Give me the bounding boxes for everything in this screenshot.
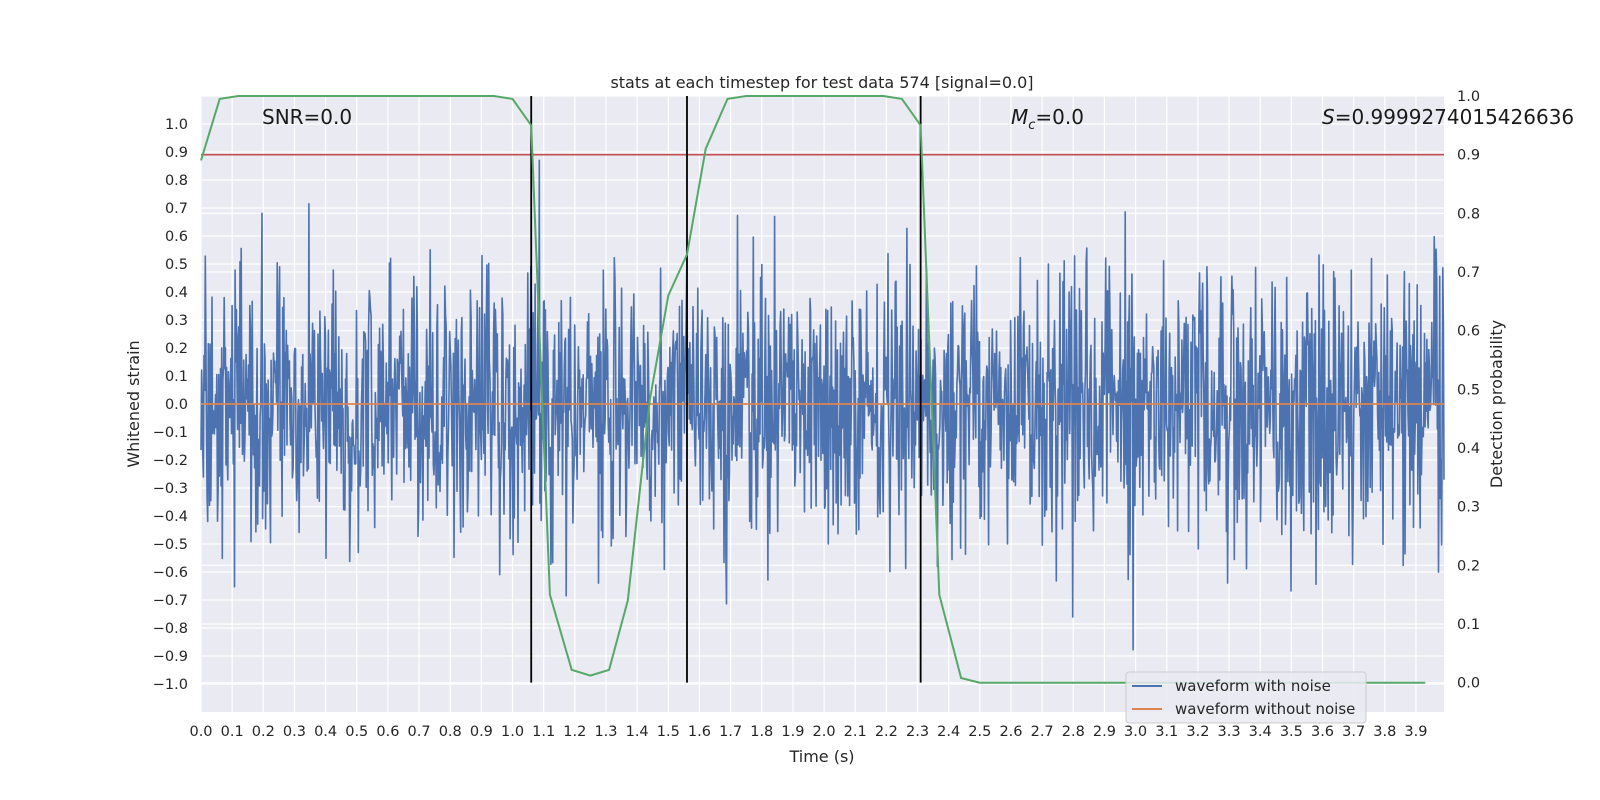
y-tick-label: −0.6 [153,565,188,581]
snr-annotation: SNR=0.0 [262,105,352,129]
y-tick-label: −0.8 [153,621,188,637]
x-tick-label: 2.8 [1062,724,1085,740]
y-tick-label: 0.0 [165,397,188,413]
y2-tick-label: 1.0 [1457,89,1480,105]
y-grid [201,123,1444,685]
x-tick-label: 1.4 [626,724,649,740]
x-tick-label: 1.6 [688,724,711,740]
legend-label-noisy: waveform with noise [1175,677,1331,695]
y-tick-label: −1.0 [153,677,188,693]
y-tick-label: 0.3 [165,313,188,329]
x-tick-label: 0.5 [345,724,368,740]
y-axis-label: Whitened strain [124,340,143,467]
y2-axis-label: Detection probability [1487,320,1506,488]
s-symbol: S [1322,105,1335,129]
y-tick-label: −0.1 [153,425,188,441]
x-tick-label: 3.2 [1186,724,1209,740]
x-axis-label: Time (s) [788,747,854,766]
noisy-waveform-series [200,159,1445,651]
y2-tick-label: 0.5 [1457,382,1480,398]
y2-tick-label: 0.6 [1457,324,1480,340]
x-tick-label: 3.3 [1218,724,1241,740]
y2-tick-label: 0.2 [1457,558,1480,574]
x-tick-label: 1.5 [657,724,680,740]
x-tick-label: 2.9 [1093,724,1116,740]
x-tick-label: 0.3 [283,724,306,740]
legend: waveform with noise waveform without noi… [1125,671,1367,724]
x-tick-label: 0.2 [252,724,275,740]
y-tick-label: −0.5 [153,537,188,553]
y-tick-label: 0.6 [165,229,188,245]
x-tick-label: 0.6 [376,724,399,740]
x-tick-label: 0.9 [470,724,493,740]
y2-tick-label: 0.7 [1457,265,1480,281]
y2-axis-ticks: 1.0 0.9 0.8 0.7 0.6 0.5 0.4 0.3 0.2 0.1 0.0 [1457,89,1480,692]
y2-tick-label: 0.8 [1457,206,1480,222]
y2-tick-label: 0.0 [1457,676,1480,692]
legend-label-clean: waveform without noise [1175,700,1355,718]
x-tick-label: 3.6 [1311,724,1334,740]
y-tick-label: −0.4 [153,509,188,525]
y-tick-label: −0.9 [153,649,188,665]
waveform-with-noise-line [200,159,1445,651]
x-tick-label: 1.8 [750,724,773,740]
x-tick-label: 3.9 [1404,724,1427,740]
mc-symbol: M [1011,105,1028,129]
chirp-mass-annotation: Mc=0.0 [1011,105,1084,133]
y2-tick-label: 0.9 [1457,148,1480,164]
x-tick-label: 0.8 [439,724,462,740]
y-axis-ticks: 1.0 0.9 0.8 0.7 0.6 0.5 0.4 0.3 0.2 0.1 0.0 −0.1 −0.… [153,117,188,693]
x-tick-label: 1.7 [719,724,742,740]
x-tick-label: 0.0 [189,724,212,740]
x-tick-label: 3.8 [1373,724,1396,740]
y-tick-label: 0.7 [165,201,188,217]
x-tick-label: 2.3 [906,724,929,740]
y-tick-label: −0.7 [153,593,188,609]
y-tick-label: −0.2 [153,453,188,469]
x-tick-label: 3.5 [1280,724,1303,740]
x-tick-label: 2.5 [968,724,991,740]
chart-title: stats at each timestep for test data 574… [610,73,1033,92]
y2-tick-label: 0.3 [1457,500,1480,516]
mc-subscript: c [1028,118,1035,133]
legend-box [1125,671,1367,724]
x-tick-label: 1.3 [594,724,617,740]
x-tick-label: 3.1 [1155,724,1178,740]
y-tick-label: −0.3 [153,481,188,497]
x-tick-label: 1.2 [563,724,586,740]
y-tick-label: 0.8 [165,173,188,189]
x-tick-label: 2.4 [937,724,960,740]
x-tick-label: 2.2 [875,724,898,740]
y2-tick-label: 0.4 [1457,441,1480,457]
x-tick-label: 2.6 [999,724,1022,740]
x-tick-label: 3.4 [1249,724,1272,740]
y-tick-label: 0.5 [165,257,188,273]
x-tick-label: 0.7 [408,724,431,740]
x-tick-label: 0.1 [221,724,244,740]
y2-tick-label: 0.1 [1457,617,1480,633]
x-tick-label: 1.9 [781,724,804,740]
snr-statistic-annotation: S=0.9999274015426636 [1322,105,1574,129]
x-tick-label: 1.1 [532,724,555,740]
y-tick-label: 0.9 [165,145,188,161]
x-tick-label: 2.1 [844,724,867,740]
y-tick-label: 0.4 [165,285,188,301]
x-tick-label: 3.7 [1342,724,1365,740]
y-tick-label: 0.2 [165,341,188,357]
x-tick-label: 1.0 [501,724,524,740]
x-tick-label: 2.0 [813,724,836,740]
mc-value: =0.0 [1035,105,1084,129]
x-tick-label: 2.7 [1031,724,1054,740]
x-axis-ticks: 0.0 0.1 0.2 0.3 0.4 0.5 0.6 0.7 0.8 0.9 1.0 1.1 1.2 1… [189,724,1427,740]
s-value: =0.9999274015426636 [1335,105,1574,129]
y-tick-label: 1.0 [165,117,188,133]
x-tick-label: 3.0 [1124,724,1147,740]
y-tick-label: 0.1 [165,369,188,385]
detection-boundary-lines [530,96,922,683]
x-tick-label: 0.4 [314,724,337,740]
